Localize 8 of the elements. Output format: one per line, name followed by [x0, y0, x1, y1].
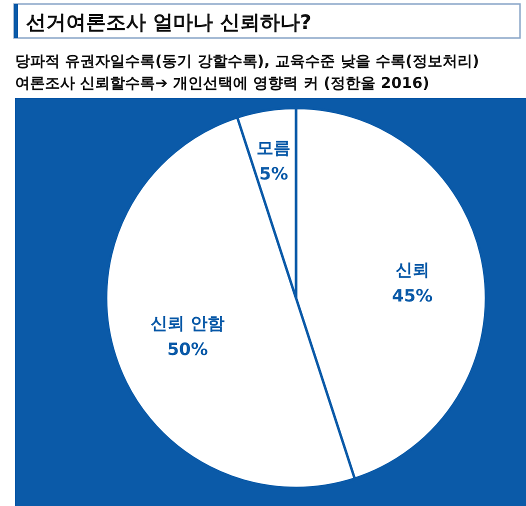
slice-label: 신뢰 [395, 260, 430, 281]
data-label: 50% [167, 340, 208, 360]
data-label: 5% [259, 164, 288, 184]
data-label: 45% [392, 286, 433, 307]
slice-label: 신뢰 안함 [150, 314, 225, 334]
chart-title: 선거여론조사 얼마나 신뢰하나? [26, 10, 312, 34]
chart-subtitle: 당파적 유권자일수록(동기 강할수록), 교육수준 낮을 수록(정보처리) 여론조사 신뢰할수록➔ 개인선택에 영향력 커 (정한울 2016) [15, 52, 480, 92]
slice-label: 모름 [256, 138, 291, 158]
